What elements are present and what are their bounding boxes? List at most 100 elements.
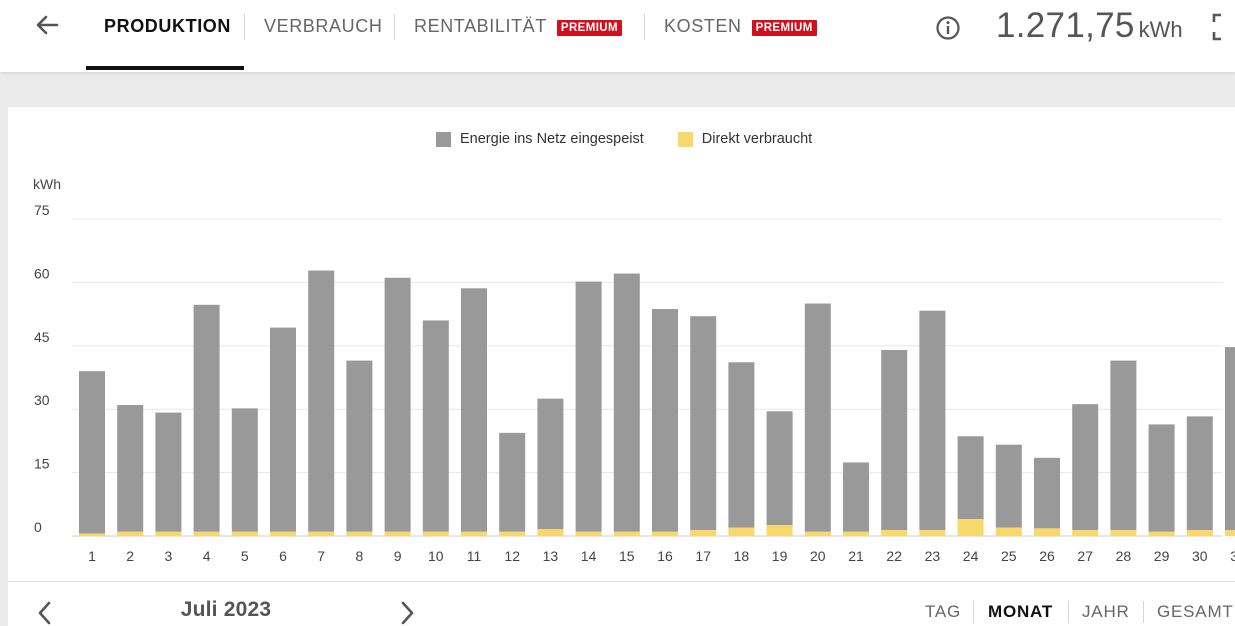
bar-fed-in (995, 444, 1022, 528)
x-tick-label: 28 (1116, 548, 1132, 564)
x-tick-label: 7 (317, 548, 325, 564)
chart-legend: Energie ins Netz eingespeist Direkt verb… (436, 131, 846, 147)
bar-fed-in (308, 270, 335, 532)
bar-fed-in (1148, 424, 1175, 532)
y-tick-label: 75 (34, 202, 50, 218)
x-tick-label: 21 (848, 548, 864, 564)
bar-direct (881, 530, 908, 536)
tab-label: VERBRAUCH (264, 16, 383, 36)
range-divider (973, 601, 974, 623)
footer-divider (8, 581, 1235, 582)
bar-direct (1186, 530, 1213, 536)
legend-item-direct[interactable]: Direkt verbraucht (677, 131, 813, 147)
bar-direct (1225, 530, 1235, 536)
range-jahr-button[interactable]: JAHR (1082, 602, 1130, 621)
bar-direct (270, 531, 296, 536)
info-icon[interactable] (935, 15, 961, 41)
bar-fed-in (766, 411, 793, 526)
x-tick-label: 18 (734, 548, 750, 564)
legend-item-fed-in[interactable]: Energie ins Netz eingespeist (436, 131, 644, 147)
x-tick-label: 15 (619, 548, 635, 564)
bar-fed-in (881, 350, 908, 531)
legend-swatch-fed-in (436, 131, 451, 147)
bar-direct (575, 531, 602, 536)
chevron-right-icon[interactable] (396, 598, 418, 626)
y-tick-label: 60 (34, 265, 50, 281)
range-gesamt-button[interactable]: GESAMT (1157, 602, 1234, 621)
y-tick-label: 30 (34, 392, 50, 408)
tab-divider (244, 14, 245, 40)
tab-produktion[interactable]: PRODUKTION (104, 0, 231, 72)
y-tick-label: 0 (34, 519, 42, 535)
bar-fed-in (537, 398, 564, 530)
x-tick-label: 8 (356, 548, 364, 564)
bar-direct (79, 533, 105, 536)
bar-fed-in (957, 436, 984, 520)
bar-direct (957, 519, 984, 536)
tab-divider (394, 14, 395, 40)
bar-direct (537, 529, 564, 536)
back-arrow-icon[interactable] (30, 10, 64, 40)
x-tick-label: 20 (810, 548, 826, 564)
x-tick-label: 6 (279, 548, 287, 564)
bar-direct (1034, 528, 1060, 536)
bar-fed-in (919, 310, 946, 531)
tab-verbrauch[interactable]: VERBRAUCH (264, 0, 382, 72)
bar-fed-in (79, 371, 105, 534)
x-tick-label: 11 (467, 548, 482, 564)
bar-direct (1110, 530, 1137, 536)
tab-label: RENTABILITÄT (414, 16, 547, 36)
bar-fed-in (461, 288, 487, 532)
bar-direct (155, 531, 182, 536)
bar-fed-in (843, 462, 869, 532)
x-tick-label: 22 (886, 548, 902, 564)
bar-direct (728, 527, 755, 536)
tab-rentabilitaet[interactable]: RENTABILITÄT PREMIUM (414, 0, 622, 72)
legend-swatch-direct (677, 131, 693, 147)
bar-fed-in (1186, 416, 1213, 531)
bar-fed-in (1110, 360, 1137, 531)
period-label: Juli 2023 (180, 598, 272, 621)
expand-icon[interactable] (1212, 12, 1235, 42)
bar-direct (193, 531, 220, 536)
bar-direct (766, 525, 793, 536)
bar-direct (231, 531, 258, 536)
x-tick-label: 26 (1039, 548, 1055, 564)
x-tick-label: 24 (963, 548, 979, 564)
x-tick-label: 29 (1154, 548, 1170, 564)
bar-direct (499, 531, 526, 536)
tab-divider (644, 14, 645, 40)
bar-direct (804, 531, 831, 536)
bar-fed-in (1034, 457, 1060, 529)
x-tick-label: 17 (695, 548, 711, 564)
bar-fed-in (346, 360, 373, 532)
tab-kosten[interactable]: KOSTEN PREMIUM (664, 0, 817, 72)
bar-fed-in (384, 277, 411, 532)
active-tab-indicator (86, 66, 244, 70)
y-axis-label: kWh (33, 176, 61, 192)
x-tick-label: 19 (772, 548, 788, 564)
bar-direct (919, 530, 946, 536)
bar-direct (117, 531, 144, 536)
bar-fed-in (117, 404, 144, 532)
bar-fed-in (422, 320, 449, 532)
legend-label: Direkt verbraucht (701, 131, 813, 147)
total-production: 1.271,75 kWh (996, 6, 1183, 46)
top-bar: PRODUKTION VERBRAUCH RENTABILITÄT PREMIU… (0, 0, 1235, 72)
x-tick-label: 5 (241, 548, 249, 564)
bar-fed-in (231, 408, 258, 532)
bar-fed-in (652, 309, 678, 532)
y-tick-label: 15 (34, 456, 50, 472)
chevron-left-icon[interactable] (34, 598, 56, 626)
total-value: 1.271,75 (996, 6, 1135, 45)
bar-direct (308, 531, 335, 536)
bar-direct (995, 527, 1022, 536)
range-monat-button[interactable]: MONAT (988, 602, 1054, 621)
bar-direct (461, 531, 487, 536)
bar-direct (422, 531, 449, 536)
range-tag-button[interactable]: TAG (925, 602, 962, 621)
x-tick-label: 27 (1077, 548, 1093, 564)
x-tick-label: 14 (581, 548, 597, 564)
bar-direct (384, 531, 411, 536)
